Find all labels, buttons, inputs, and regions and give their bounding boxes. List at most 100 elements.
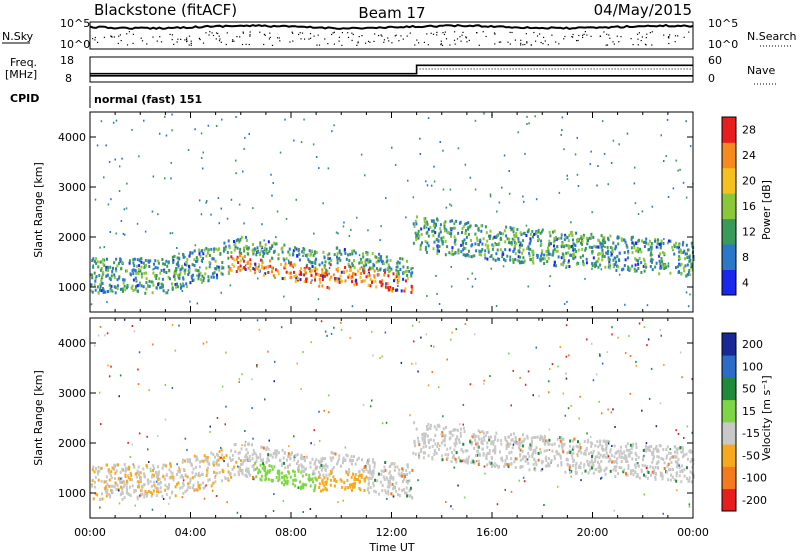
power-cell xyxy=(197,277,200,281)
velocity-cell xyxy=(420,447,423,451)
power-cell xyxy=(380,225,382,228)
velocity-cell xyxy=(233,465,236,469)
power-cell xyxy=(495,235,498,239)
velocity-cell xyxy=(558,444,561,448)
velocity-cell xyxy=(299,487,302,491)
velocity-cell xyxy=(155,470,157,474)
power-cell xyxy=(262,250,265,254)
nsearch-point xyxy=(316,44,318,46)
velocity-cell xyxy=(500,439,503,443)
power-cell xyxy=(339,258,342,262)
velocity-cell xyxy=(628,334,630,337)
nsearch-point xyxy=(278,37,280,39)
power-cell xyxy=(617,242,620,246)
power-cell xyxy=(553,229,556,233)
power-cell xyxy=(651,260,653,264)
x-tick-label: 00:00 xyxy=(74,526,106,539)
velocity-cell xyxy=(165,474,168,478)
power-cell xyxy=(467,226,470,230)
velocity-cell xyxy=(353,481,356,485)
velocity-cell xyxy=(475,442,478,446)
velocity-cell xyxy=(616,457,619,461)
power-cell xyxy=(577,248,580,252)
velocity-cell xyxy=(151,508,154,511)
velocity-cell xyxy=(224,477,227,480)
velocity-cell xyxy=(309,484,312,488)
power-cell xyxy=(430,184,433,187)
velocity-cell xyxy=(665,448,668,452)
velocity-cell xyxy=(339,478,342,482)
power-cell xyxy=(328,277,331,281)
power-cell xyxy=(426,184,429,187)
velocity-cell xyxy=(526,434,529,438)
velocity-cell xyxy=(401,480,404,483)
velocity-cell xyxy=(324,330,327,333)
velocity-cell xyxy=(214,475,217,477)
nsearch-point xyxy=(146,43,148,45)
velocity-cell xyxy=(278,469,281,473)
power-cell xyxy=(388,265,391,269)
velocity-cell xyxy=(427,454,430,458)
power-cell xyxy=(311,265,314,268)
velocity-cell xyxy=(477,463,480,466)
power-cell xyxy=(672,249,674,252)
velocity-cell xyxy=(131,443,133,446)
power-cell xyxy=(213,271,216,275)
velocity-cell xyxy=(381,483,384,487)
velocity-cell xyxy=(300,453,303,457)
nsearch-point xyxy=(572,33,574,36)
nsearch-point xyxy=(646,33,648,35)
velocity-cell xyxy=(94,475,97,479)
velocity-cell xyxy=(604,455,607,459)
velocity-cell xyxy=(368,458,370,462)
velocity-cell xyxy=(667,451,670,455)
velocity-cell xyxy=(686,425,689,428)
velocity-cell xyxy=(507,464,510,468)
velocity-cell xyxy=(681,450,684,454)
velocity-cell xyxy=(629,392,631,395)
velocity-cell xyxy=(252,437,254,440)
velocity-cell xyxy=(627,448,630,452)
velocity-cell xyxy=(293,474,296,477)
power-cell xyxy=(362,267,365,271)
power-cell xyxy=(553,260,556,264)
velocity-cell xyxy=(671,468,674,471)
power-cell xyxy=(676,265,679,269)
velocity-cell xyxy=(155,480,158,483)
velocity-cell xyxy=(476,449,479,453)
power-cell xyxy=(327,167,330,170)
power-cell xyxy=(239,264,242,268)
velocity-cell xyxy=(255,475,258,479)
velocity-cell xyxy=(303,457,305,461)
velocity-cell xyxy=(378,492,381,496)
velocity-cell xyxy=(494,445,497,448)
power-cell xyxy=(261,260,264,264)
velocity-cell xyxy=(654,475,657,479)
velocity-cell xyxy=(383,478,386,481)
power-cell xyxy=(314,278,316,282)
velocity-cell xyxy=(613,465,616,469)
velocity-cell xyxy=(475,460,478,463)
power-cell xyxy=(635,269,638,273)
nsearch-point xyxy=(381,35,383,37)
velocity-cell xyxy=(645,446,648,450)
power-cell xyxy=(489,193,492,196)
velocity-cell xyxy=(460,427,462,431)
velocity-cell xyxy=(164,483,167,487)
velocity-cell xyxy=(164,418,167,421)
nsearch-point xyxy=(177,38,179,40)
power-cell xyxy=(381,279,384,283)
velocity-cell xyxy=(579,466,582,469)
velocity-cell xyxy=(605,444,608,448)
power-cell xyxy=(461,227,464,231)
nsearch-point xyxy=(233,40,235,42)
power-cell xyxy=(138,264,141,268)
power-cell xyxy=(631,251,634,255)
velocity-cell xyxy=(438,425,441,428)
velocity-cell xyxy=(246,470,249,473)
power-cell xyxy=(295,278,297,282)
power-cell xyxy=(532,261,535,265)
velocity-cell xyxy=(418,443,421,447)
power-cell xyxy=(362,255,365,259)
velocity-cell xyxy=(514,435,517,439)
